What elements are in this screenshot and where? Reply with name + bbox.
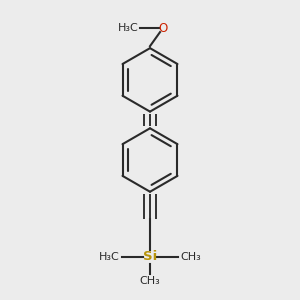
Text: O: O xyxy=(159,22,168,34)
Text: H₃C: H₃C xyxy=(118,23,138,33)
Text: CH₃: CH₃ xyxy=(140,276,160,286)
Text: Si: Si xyxy=(143,250,157,263)
Text: CH₃: CH₃ xyxy=(180,252,201,262)
Text: H₃C: H₃C xyxy=(99,252,120,262)
